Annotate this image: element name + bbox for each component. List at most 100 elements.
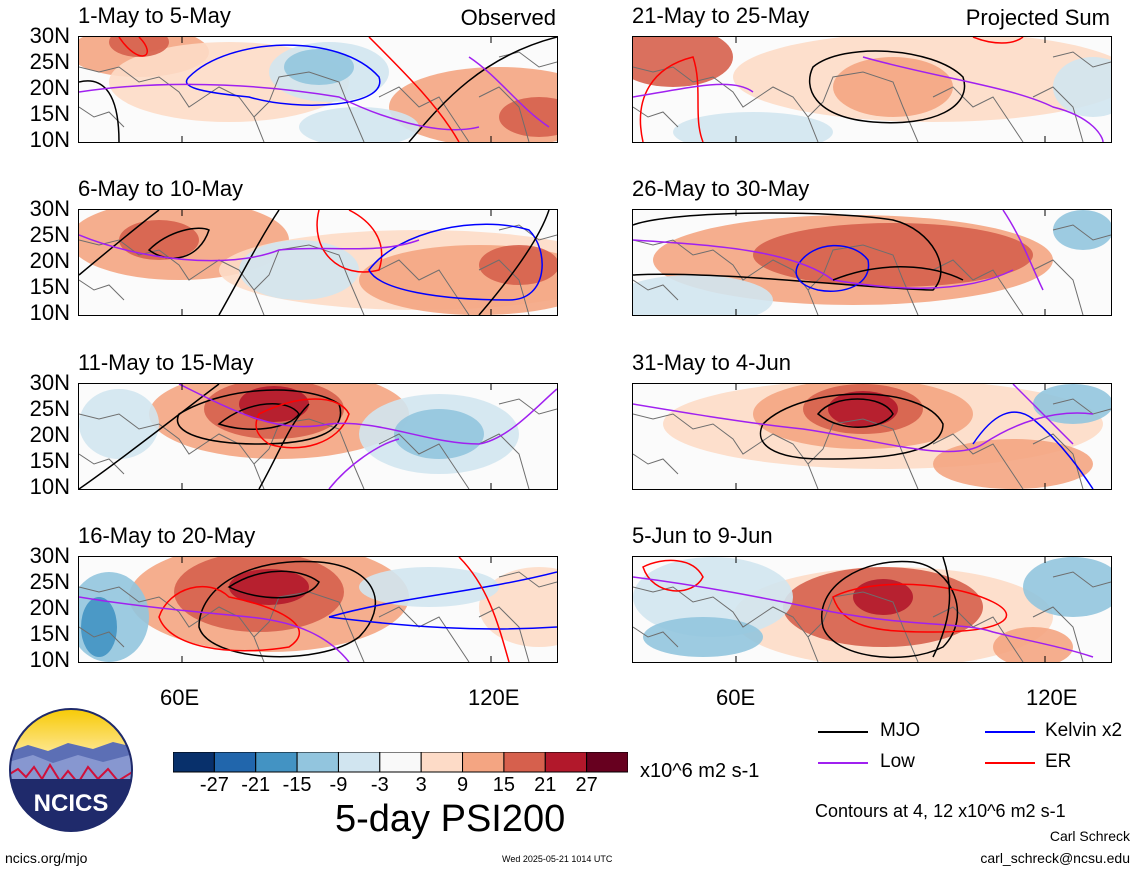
site-link[interactable]: ncics.org/mjo bbox=[5, 850, 88, 866]
coastline bbox=[79, 398, 557, 489]
map-panel bbox=[78, 209, 558, 316]
lat-label: 10N bbox=[29, 647, 70, 672]
shading-region bbox=[359, 567, 499, 607]
shading-region bbox=[229, 569, 309, 605]
colorbar-tick-label: 9 bbox=[456, 774, 469, 796]
map-panel bbox=[632, 36, 1112, 143]
colorbar-swatch bbox=[544, 751, 588, 773]
lat-label: 10N bbox=[29, 474, 70, 499]
contour-line bbox=[633, 239, 1014, 289]
contour-line bbox=[808, 50, 966, 124]
contour-line bbox=[639, 56, 704, 142]
colorbar-tick-label: 27 bbox=[575, 774, 598, 796]
panel-title: 16-May to 20-May bbox=[78, 523, 256, 548]
shading-region bbox=[643, 617, 763, 657]
panel-title: 21-May to 25-May bbox=[632, 3, 810, 28]
legend-line-mjo bbox=[818, 731, 868, 733]
lat-label: 20N bbox=[29, 422, 70, 447]
lat-label: 15N bbox=[29, 448, 70, 473]
figure-title: 5-day PSI200 bbox=[335, 798, 566, 840]
contour-line bbox=[1012, 384, 1074, 445]
shading-region bbox=[853, 579, 913, 615]
author-email: carl_schreck@ncsu.edu bbox=[980, 850, 1130, 866]
lat-label: 30N bbox=[29, 23, 70, 48]
lon-label-60e-left: 60E bbox=[160, 685, 200, 710]
contour-line bbox=[217, 403, 300, 430]
legend-line-low bbox=[818, 762, 868, 764]
lat-label: 30N bbox=[29, 196, 70, 221]
panel-title: 31-May to 4-Jun bbox=[632, 350, 791, 375]
legend-label-kelvin: Kelvin x2 bbox=[1045, 720, 1123, 741]
colorbar-swatch bbox=[379, 751, 422, 773]
contour-line bbox=[642, 559, 704, 592]
contour-note: Contours at 4, 12 x10^6 m2 s-1 bbox=[815, 801, 1066, 821]
contour-line bbox=[178, 384, 557, 445]
contour-line bbox=[198, 560, 377, 658]
contour-line bbox=[458, 557, 510, 662]
shading-region bbox=[119, 220, 199, 260]
contour-line bbox=[158, 585, 301, 652]
contour-line bbox=[79, 596, 350, 662]
contour-line bbox=[633, 212, 942, 291]
shading-region bbox=[633, 37, 733, 87]
map-panel bbox=[78, 383, 558, 490]
shading-region bbox=[833, 57, 953, 117]
colorbar-tick-label: -9 bbox=[329, 774, 348, 796]
contour-line bbox=[79, 80, 120, 142]
contour-line bbox=[368, 223, 543, 301]
colorbar-tick-label: 21 bbox=[534, 774, 557, 796]
panel-tag: Observed bbox=[460, 5, 556, 30]
coastline bbox=[633, 571, 1111, 662]
shading-region bbox=[993, 627, 1073, 662]
contour-line bbox=[862, 56, 1104, 142]
coastline bbox=[79, 224, 557, 315]
coastline bbox=[633, 51, 1111, 142]
colorbar-swatch bbox=[172, 751, 215, 773]
contour-line bbox=[328, 571, 557, 618]
colorbar-tick-label: 3 bbox=[415, 774, 427, 796]
colorbar-swatch bbox=[503, 751, 546, 773]
colorbar-tick-label: -15 bbox=[282, 774, 312, 796]
contour-line bbox=[368, 37, 460, 142]
contour-line bbox=[633, 83, 754, 98]
colorbar-swatch bbox=[462, 751, 505, 773]
contour-line bbox=[255, 398, 350, 449]
lon-label-120e-left: 120E bbox=[468, 685, 520, 710]
lat-label: 15N bbox=[29, 101, 70, 126]
colorbar-swatch bbox=[337, 751, 381, 773]
lat-label: 10N bbox=[29, 127, 70, 152]
contour-line bbox=[79, 384, 220, 489]
contour-line bbox=[79, 210, 160, 276]
contour-line bbox=[759, 393, 944, 460]
svg-text:NCICS: NCICS bbox=[34, 790, 109, 817]
ncics-logo: NCICS bbox=[8, 707, 134, 833]
colorbar-swatch bbox=[420, 751, 464, 773]
contour-line bbox=[218, 210, 280, 315]
panel-title: 5-Jun to 9-Jun bbox=[632, 523, 773, 548]
legend-label-mjo: MJO bbox=[880, 720, 921, 741]
contour-line bbox=[972, 411, 1094, 489]
shading-region bbox=[109, 37, 169, 57]
lon-label-60e-right: 60E bbox=[716, 685, 756, 710]
author-name: Carl Schreck bbox=[1049, 828, 1130, 844]
lat-label: 25N bbox=[29, 569, 70, 594]
lat-label: 15N bbox=[29, 274, 70, 299]
lat-label: 20N bbox=[29, 595, 70, 620]
contour-line bbox=[79, 83, 480, 131]
legend-line-er bbox=[985, 762, 1035, 764]
coastline bbox=[633, 224, 1111, 315]
colorbar-units: x10^6 m2 s-1 bbox=[640, 760, 760, 782]
shading-region bbox=[239, 240, 359, 300]
lat-label: 20N bbox=[29, 248, 70, 273]
lat-label: 25N bbox=[29, 49, 70, 74]
coastline bbox=[633, 398, 1111, 489]
panel-title: 1-May to 5-May bbox=[78, 3, 231, 28]
contour-line bbox=[832, 583, 1008, 633]
map-panel bbox=[632, 209, 1112, 316]
legend-line-kelvin bbox=[985, 731, 1035, 733]
shading-region bbox=[299, 107, 419, 142]
colorbar-swatch bbox=[296, 751, 339, 773]
contour-line bbox=[1002, 210, 1044, 291]
colorbar-swatch bbox=[255, 751, 298, 773]
lat-label: 15N bbox=[29, 621, 70, 646]
